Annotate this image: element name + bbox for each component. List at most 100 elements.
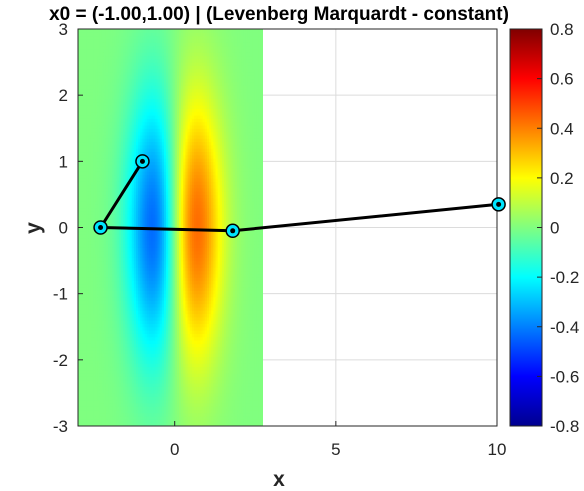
surface-cell bbox=[114, 148, 118, 153]
surface-cell bbox=[129, 210, 133, 215]
surface-cell bbox=[133, 45, 137, 50]
surface-cell bbox=[99, 68, 103, 73]
surface-cell bbox=[99, 330, 103, 334]
surface-cell bbox=[114, 48, 118, 53]
surface-cell bbox=[163, 68, 167, 73]
surface-cell bbox=[120, 197, 124, 202]
surface-cell bbox=[161, 320, 165, 325]
surface-cell bbox=[127, 108, 131, 113]
surface-cell bbox=[82, 227, 86, 232]
surface-cell bbox=[120, 349, 124, 354]
surface-cell bbox=[110, 277, 113, 282]
surface-cell bbox=[157, 161, 161, 166]
surface-cell bbox=[116, 207, 120, 212]
surface-cell bbox=[108, 353, 111, 358]
surface-cell bbox=[97, 326, 101, 331]
surface-cell bbox=[90, 240, 94, 245]
surface-cell bbox=[127, 277, 131, 282]
surface-cell bbox=[78, 396, 81, 401]
surface-cell bbox=[114, 303, 118, 308]
surface-cell bbox=[148, 402, 152, 407]
surface-cell bbox=[82, 134, 86, 139]
surface-cell bbox=[127, 409, 131, 414]
surface-cell bbox=[112, 58, 116, 63]
surface-cell bbox=[142, 379, 146, 384]
surface-cell bbox=[86, 290, 90, 295]
surface-cell bbox=[163, 174, 167, 179]
surface-cell bbox=[120, 201, 124, 205]
surface-cell bbox=[163, 197, 167, 202]
surface-cell bbox=[90, 191, 94, 196]
surface-cell bbox=[136, 399, 139, 404]
surface-cell bbox=[127, 343, 131, 348]
surface-cell bbox=[114, 167, 118, 172]
surface-cell bbox=[155, 363, 159, 368]
surface-cell bbox=[114, 422, 118, 426]
surface-cell bbox=[101, 422, 105, 426]
surface-cell bbox=[163, 115, 167, 119]
surface-cell bbox=[138, 68, 141, 73]
surface-cell bbox=[138, 353, 141, 358]
surface-cell bbox=[123, 118, 126, 123]
surface-cell bbox=[82, 42, 86, 47]
surface-cell bbox=[110, 333, 113, 338]
surface-cell bbox=[163, 306, 167, 311]
surface-cell bbox=[116, 343, 120, 348]
surface-cell bbox=[151, 101, 154, 106]
surface-cell bbox=[110, 85, 113, 90]
surface-cell bbox=[93, 98, 96, 103]
surface-cell bbox=[93, 240, 96, 245]
surface-cell bbox=[95, 148, 98, 153]
surface-cell bbox=[148, 310, 152, 315]
surface-cell bbox=[136, 416, 139, 420]
surface-cell bbox=[133, 320, 137, 325]
surface-cell bbox=[101, 260, 105, 265]
surface-cell bbox=[120, 52, 124, 57]
surface-cell bbox=[101, 356, 105, 361]
surface-cell bbox=[146, 81, 150, 86]
surface-cell bbox=[105, 161, 109, 166]
surface-cell bbox=[118, 48, 122, 53]
surface-cell bbox=[80, 330, 83, 334]
surface-cell bbox=[123, 310, 126, 315]
surface-cell bbox=[159, 68, 163, 73]
surface-cell bbox=[157, 320, 161, 325]
surface-cell bbox=[116, 303, 120, 308]
surface-cell bbox=[110, 320, 113, 325]
surface-cell bbox=[159, 234, 163, 239]
surface-cell bbox=[146, 164, 150, 169]
surface-cell bbox=[142, 333, 146, 338]
surface-cell bbox=[82, 98, 86, 103]
surface-cell bbox=[157, 85, 161, 90]
surface-cell bbox=[138, 210, 141, 215]
surface-cell bbox=[142, 234, 146, 239]
surface-cell bbox=[127, 91, 131, 96]
surface-cell bbox=[97, 88, 101, 93]
surface-cell bbox=[82, 257, 86, 262]
surface-cell bbox=[133, 187, 137, 192]
surface-cell bbox=[116, 75, 120, 80]
surface-cell bbox=[153, 303, 156, 308]
surface-cell bbox=[155, 111, 159, 116]
surface-cell bbox=[103, 306, 107, 311]
surface-cell bbox=[144, 323, 148, 328]
surface-cell bbox=[114, 134, 118, 139]
surface-cell bbox=[125, 78, 129, 83]
surface-cell bbox=[153, 287, 156, 291]
surface-cell bbox=[159, 81, 163, 86]
surface-cell bbox=[86, 224, 90, 229]
surface-cell bbox=[127, 300, 131, 305]
surface-cell bbox=[95, 313, 98, 318]
surface-cell bbox=[140, 267, 144, 272]
surface-cell bbox=[133, 267, 137, 272]
surface-cell bbox=[146, 369, 150, 374]
surface-cell bbox=[138, 287, 141, 291]
surface-cell bbox=[129, 58, 133, 63]
surface-cell bbox=[88, 65, 92, 70]
surface-cell bbox=[131, 101, 135, 106]
surface-cell bbox=[142, 72, 146, 76]
surface-cell bbox=[112, 161, 116, 166]
surface-cell bbox=[108, 115, 111, 119]
surface-cell bbox=[105, 373, 109, 377]
surface-cell bbox=[166, 253, 169, 258]
